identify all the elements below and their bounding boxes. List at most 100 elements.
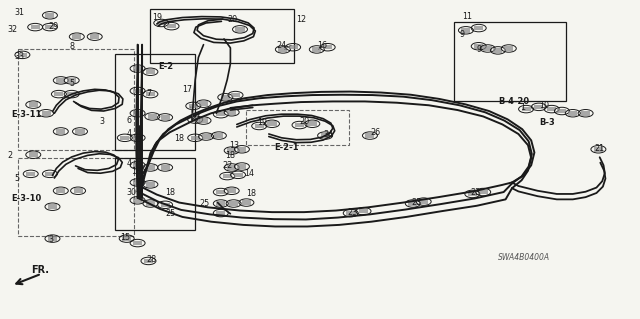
Bar xyxy=(161,165,170,170)
Text: 4: 4 xyxy=(127,159,132,168)
Bar xyxy=(146,92,155,96)
Bar xyxy=(157,21,166,25)
Bar xyxy=(419,199,428,204)
Bar xyxy=(231,93,240,97)
Bar xyxy=(594,147,603,152)
Text: 7: 7 xyxy=(146,89,151,98)
Bar xyxy=(56,78,65,83)
Bar xyxy=(255,124,264,128)
Bar xyxy=(144,259,153,263)
Bar xyxy=(29,152,38,157)
Bar xyxy=(227,165,236,170)
Text: 12: 12 xyxy=(296,15,306,24)
Text: 5: 5 xyxy=(14,174,19,182)
Bar xyxy=(120,136,129,140)
Text: 24: 24 xyxy=(276,41,287,50)
Bar xyxy=(323,45,332,49)
Bar xyxy=(199,101,208,106)
Bar xyxy=(133,198,142,203)
Text: 14: 14 xyxy=(244,169,255,178)
Bar xyxy=(237,147,246,152)
Bar xyxy=(237,164,246,169)
Bar xyxy=(133,241,142,245)
Bar xyxy=(268,122,276,126)
Bar xyxy=(557,109,566,113)
Bar xyxy=(133,89,142,93)
Bar xyxy=(289,45,298,49)
Bar xyxy=(474,26,483,30)
Text: 9: 9 xyxy=(477,45,482,54)
Bar xyxy=(461,28,470,33)
Bar xyxy=(295,123,304,127)
Text: 1: 1 xyxy=(520,103,525,112)
Text: 20: 20 xyxy=(227,15,237,24)
Text: 31: 31 xyxy=(14,8,24,17)
Text: 19: 19 xyxy=(257,118,268,127)
Bar xyxy=(133,163,142,167)
Bar xyxy=(534,105,543,109)
Bar xyxy=(67,92,76,96)
Text: 29: 29 xyxy=(48,22,58,31)
Bar xyxy=(133,66,142,71)
Bar xyxy=(223,174,232,178)
Bar xyxy=(227,148,236,153)
Text: 27: 27 xyxy=(191,114,201,123)
Text: 33: 33 xyxy=(14,52,24,61)
Bar xyxy=(581,111,590,115)
Text: 21: 21 xyxy=(594,144,604,153)
Bar xyxy=(189,104,198,108)
Bar xyxy=(133,180,142,185)
Text: 18: 18 xyxy=(174,134,184,143)
Bar xyxy=(18,53,27,57)
Text: 8: 8 xyxy=(69,42,74,51)
Bar xyxy=(150,9,294,63)
Bar xyxy=(115,54,195,150)
Bar xyxy=(229,201,238,206)
Text: 18: 18 xyxy=(165,188,175,197)
Text: 13: 13 xyxy=(229,141,239,150)
Bar xyxy=(504,46,513,51)
Bar xyxy=(48,204,57,209)
Text: E-3-11: E-3-11 xyxy=(12,110,42,119)
Text: 26: 26 xyxy=(370,128,380,137)
Text: 18: 18 xyxy=(246,189,257,198)
Bar xyxy=(146,201,155,206)
Bar xyxy=(76,129,84,134)
Bar xyxy=(359,209,368,213)
Bar xyxy=(54,92,63,96)
Text: 3: 3 xyxy=(48,235,53,244)
Text: E-2: E-2 xyxy=(159,62,174,71)
Bar xyxy=(214,133,223,138)
Text: B-4-20: B-4-20 xyxy=(498,97,529,106)
Bar xyxy=(26,172,35,176)
Bar xyxy=(365,133,374,138)
Text: E-3-10: E-3-10 xyxy=(12,194,42,203)
Text: 4: 4 xyxy=(127,129,132,138)
Bar xyxy=(191,136,200,140)
Bar xyxy=(72,34,81,39)
Text: 23: 23 xyxy=(347,208,357,217)
Bar xyxy=(278,47,287,52)
Text: 9: 9 xyxy=(460,30,465,39)
Bar xyxy=(216,211,225,215)
Text: 23: 23 xyxy=(411,198,421,207)
Bar xyxy=(146,165,155,170)
Text: 25: 25 xyxy=(200,199,210,208)
Text: 19: 19 xyxy=(152,13,163,22)
Bar xyxy=(56,189,65,193)
Bar xyxy=(216,112,225,116)
Text: 16: 16 xyxy=(317,41,327,50)
Bar xyxy=(454,22,566,101)
Text: FR.: FR. xyxy=(31,265,49,275)
Bar xyxy=(346,211,355,215)
Bar xyxy=(146,70,155,74)
Bar xyxy=(161,203,170,207)
Bar xyxy=(547,107,556,111)
Text: 25: 25 xyxy=(165,209,175,218)
Text: E-2-1: E-2-1 xyxy=(274,143,298,152)
Bar xyxy=(191,117,200,122)
Bar xyxy=(312,47,321,52)
Bar xyxy=(133,136,142,140)
Bar xyxy=(242,200,251,205)
Bar xyxy=(48,236,57,241)
